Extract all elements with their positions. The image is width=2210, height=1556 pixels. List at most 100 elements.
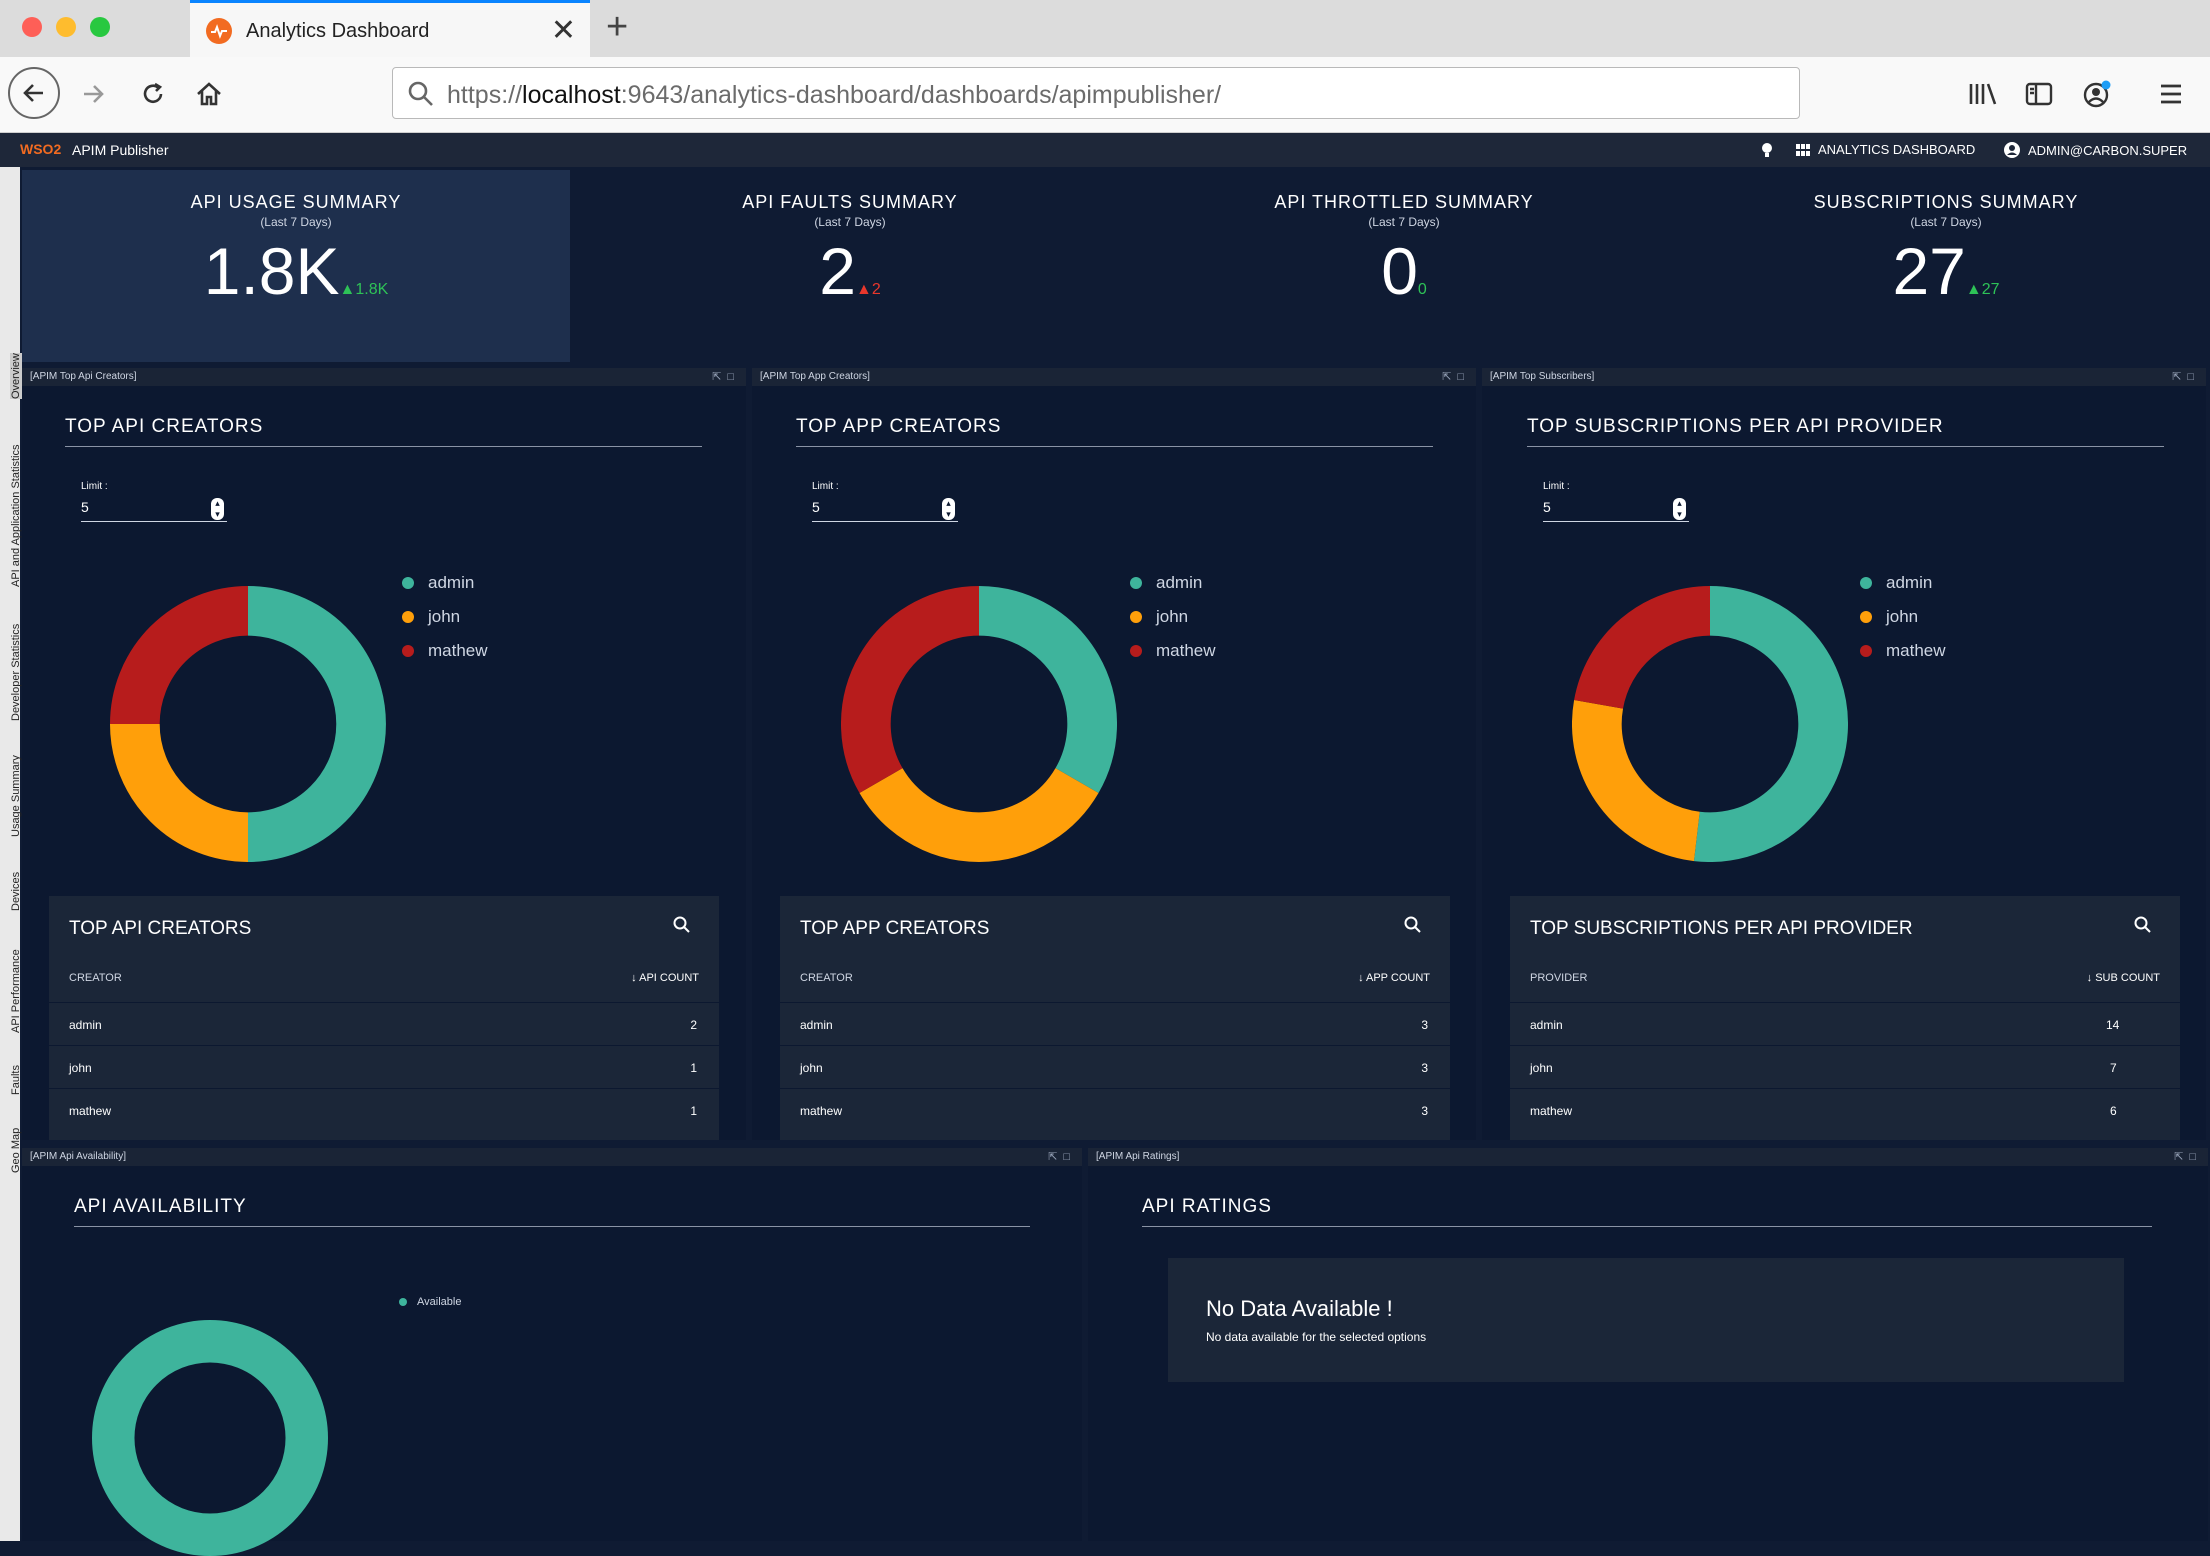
title-divider [1527,446,2164,447]
summary-card-api-faults[interactable]: API FAULTS SUMMARY (Last 7 Days) 2▲2 [576,170,1124,362]
column-header-creator[interactable]: CREATOR [69,972,122,984]
donut-slice-mathew[interactable] [841,586,980,793]
widget-expand-icon[interactable]: ⇱□ [2174,1151,2202,1163]
column-header-count[interactable]: ↓ APP COUNT [1358,972,1430,984]
sidebar-item-api-app-statistics[interactable]: API and Application Statistics [10,444,22,587]
card-period: (Last 7 Days) [1910,215,1982,229]
no-data-title: No Data Available ! [1206,1296,1393,1321]
zoom-window-button[interactable] [90,17,110,37]
widget-title: API RATINGS [1142,1196,1272,1217]
sidebar-item-overview[interactable]: Overview [10,353,22,399]
minimize-window-button[interactable] [56,17,76,37]
table-row[interactable]: mathew 1 [49,1088,719,1132]
summary-card-api-throttled[interactable]: API THROTTLED SUMMARY (Last 7 Days) 00 [1130,170,1678,362]
widget-label: [APIM Api Availability] [30,1151,126,1162]
column-header-provider[interactable]: PROVIDER [1530,972,1588,984]
browser-tab[interactable]: Analytics Dashboard ✕ [190,0,590,57]
tab-close-icon[interactable]: ✕ [550,14,576,47]
back-button[interactable] [8,67,60,119]
app-header: WSO2 APIM Publisher ANALYTICS DASHBOARD … [0,133,2210,167]
legend-item-mathew[interactable]: mathew [1860,634,1946,668]
limit-stepper[interactable]: ▴ ▾ [942,498,955,520]
sidebar-item-usage-summary[interactable]: Usage Summary [10,755,22,837]
donut-slice-available[interactable] [92,1320,328,1556]
legend-item-john[interactable]: john [1130,600,1216,634]
menu-icon[interactable] [2148,71,2194,117]
table-row[interactable]: john 1 [49,1045,719,1089]
card-delta: ▲1.8K [339,281,389,298]
limit-stepper[interactable]: ▴ ▾ [1673,498,1686,520]
widget-top-app-creators: [APIM Top App Creators] ⇱□ TOP APP CREATO… [752,368,1476,1140]
reload-button[interactable] [130,71,176,117]
close-window-button[interactable] [22,17,42,37]
donut-chart [841,586,1117,862]
grid-icon [1796,143,1810,156]
donut-slice-john[interactable] [1572,700,1701,862]
table-title: TOP SUBSCRIPTIONS PER API PROVIDER [1530,918,1913,939]
widget-label: [APIM Top Api Creators] [30,371,137,382]
analytics-dashboard-link[interactable]: ANALYTICS DASHBOARD [1796,142,1975,157]
summary-card-api-usage[interactable]: API USAGE SUMMARY (Last 7 Days) 1.8K▲1.8… [22,170,570,362]
search-icon[interactable] [2134,916,2152,934]
user-menu[interactable]: ADMIN@CARBON.SUPER [2004,142,2187,158]
sidebar-item-geo-map[interactable]: Geo Map [10,1127,22,1173]
donut-slice-admin[interactable] [1694,586,1848,862]
donut-slice-admin[interactable] [978,586,1117,793]
wso2-logo[interactable]: WSO2 [20,141,62,157]
column-header-count[interactable]: ↓ API COUNT [631,972,699,984]
sidebar-item-developer-statistics[interactable]: Developer Statistics [10,623,22,721]
library-icon[interactable] [1960,71,2006,117]
search-icon[interactable] [673,916,691,934]
widget-expand-icon[interactable]: ⇱□ [712,371,740,383]
widget-expand-icon[interactable]: ⇱□ [2172,371,2200,383]
card-period: (Last 7 Days) [814,215,886,229]
sidebar-toggle-icon[interactable] [2016,71,2062,117]
limit-input[interactable]: 5 [1543,499,1551,515]
table-row[interactable]: admin 14 [1510,1002,2180,1046]
table-row[interactable]: john 7 [1510,1045,2180,1089]
legend-item-admin[interactable]: admin [402,566,488,600]
sidebar-item-devices[interactable]: Devices [10,871,22,911]
column-header-creator[interactable]: CREATOR [800,972,853,984]
legend-item-mathew[interactable]: mathew [1130,634,1216,668]
legend-item-available[interactable]: Available [399,1296,461,1308]
user-avatar-icon [2004,142,2020,158]
forward-button[interactable] [70,71,116,117]
legend-item-john[interactable]: john [1860,600,1946,634]
donut-slice-admin[interactable] [247,586,386,862]
legend-item-mathew[interactable]: mathew [402,634,488,668]
search-icon[interactable] [1404,916,1422,934]
legend-item-admin[interactable]: admin [1860,566,1946,600]
donut-slice-mathew[interactable] [110,586,249,725]
sidebar-item-api-performance[interactable]: API Performance [10,949,22,1033]
donut-slice-john[interactable] [859,767,1099,862]
limit-stepper[interactable]: ▴ ▾ [211,498,224,520]
home-button[interactable] [186,71,232,117]
limit-input[interactable]: 5 [812,499,820,515]
lightbulb-icon[interactable] [1760,142,1774,158]
table-row[interactable]: admin 3 [780,1002,1450,1046]
address-bar[interactable]: https://localhost:9643/analytics-dashboa… [392,67,1800,119]
sidebar-item-faults[interactable]: Faults [10,1065,22,1095]
legend-item-admin[interactable]: admin [1130,566,1216,600]
table-row[interactable]: john 3 [780,1045,1450,1089]
limit-input[interactable]: 5 [81,499,89,515]
url-text: https://localhost:9643/analytics-dashboa… [447,81,1222,109]
chart-legend: admin john mathew [1130,566,1216,668]
table-row[interactable]: mathew 3 [780,1088,1450,1132]
donut-slice-mathew[interactable] [1574,586,1711,710]
widget-expand-icon[interactable]: ⇱□ [1048,1151,1076,1163]
widget-expand-icon[interactable]: ⇱□ [1442,371,1470,383]
column-header-count[interactable]: ↓ SUB COUNT [2086,972,2160,984]
new-tab-button[interactable]: + [606,6,629,48]
summary-card-subscriptions[interactable]: SUBSCRIPTIONS SUMMARY (Last 7 Days) 27▲2… [1684,170,2208,362]
table-row[interactable]: mathew 6 [1510,1088,2180,1132]
legend-item-john[interactable]: john [402,600,488,634]
account-icon[interactable] [2074,71,2120,117]
data-table: TOP APP CREATORS CREATOR ↓ APP COUNT adm… [780,896,1450,1140]
table-row[interactable]: admin 2 [49,1002,719,1046]
donut-slice-john[interactable] [110,723,249,862]
data-table: TOP SUBSCRIPTIONS PER API PROVIDER PROVI… [1510,896,2180,1140]
search-icon [408,81,433,106]
title-divider [796,446,1433,447]
